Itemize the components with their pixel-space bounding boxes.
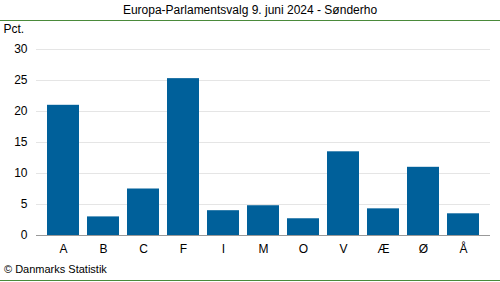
svg-text:I: I bbox=[222, 242, 225, 256]
svg-text:25: 25 bbox=[14, 73, 28, 87]
svg-text:10: 10 bbox=[14, 166, 28, 180]
svg-text:F: F bbox=[180, 242, 187, 256]
svg-text:M: M bbox=[259, 242, 269, 256]
svg-text:0: 0 bbox=[21, 228, 28, 242]
svg-text:5: 5 bbox=[21, 197, 28, 211]
svg-text:15: 15 bbox=[14, 135, 28, 149]
svg-text:30: 30 bbox=[14, 42, 28, 56]
svg-text:O: O bbox=[299, 242, 308, 256]
svg-text:B: B bbox=[99, 242, 107, 256]
svg-text:V: V bbox=[339, 242, 347, 256]
svg-text:20: 20 bbox=[14, 104, 28, 118]
svg-text:A: A bbox=[59, 242, 67, 256]
svg-text:Ø: Ø bbox=[419, 242, 428, 256]
html-text:© Danmarks Statistik: © Danmarks Statistik bbox=[4, 263, 107, 275]
svg-text:Pct.: Pct. bbox=[4, 22, 25, 36]
svg-text:C: C bbox=[139, 242, 148, 256]
html-text:Europa-Parlamentsvalg 9. juni: Europa-Parlamentsvalg 9. juni 2024 - Søn… bbox=[122, 3, 378, 17]
svg-text:Å: Å bbox=[459, 241, 467, 256]
svg-text:Æ: Æ bbox=[378, 242, 390, 256]
